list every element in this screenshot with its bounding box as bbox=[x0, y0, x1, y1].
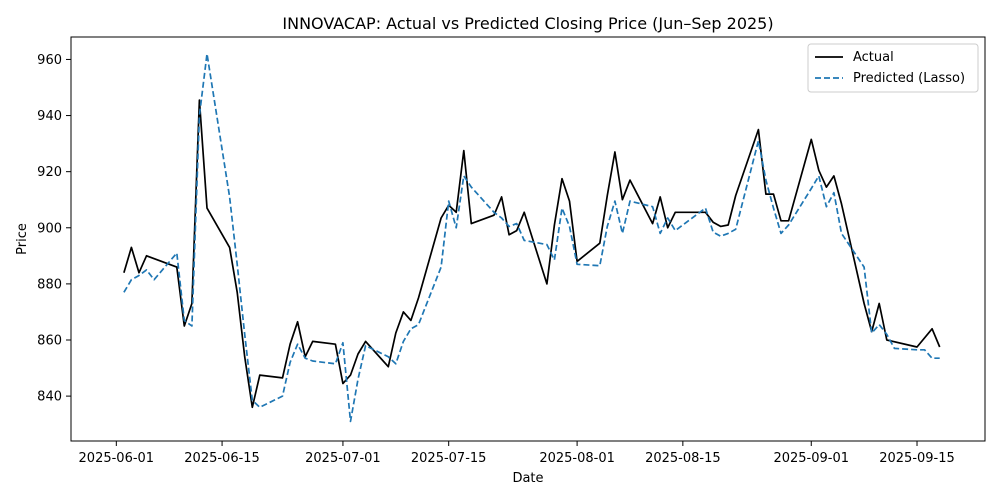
legend: Actual Predicted (Lasso) bbox=[807, 43, 979, 93]
x-tick-label: 2025-07-01 bbox=[305, 451, 381, 466]
y-tick-label: 960 bbox=[37, 53, 62, 68]
x-tick-label: 2025-09-01 bbox=[773, 451, 849, 466]
y-axis-label: Price bbox=[15, 223, 30, 255]
legend-label-actual: Actual bbox=[853, 50, 894, 65]
legend-box bbox=[807, 43, 979, 93]
y-tick-label: 840 bbox=[37, 390, 62, 405]
x-axis-label: Date bbox=[512, 471, 543, 486]
x-tick-label: 2025-06-01 bbox=[79, 451, 155, 466]
y-tick-label: 920 bbox=[37, 165, 62, 180]
x-tick-label: 2025-08-15 bbox=[645, 451, 721, 466]
plot-area bbox=[123, 52, 941, 423]
x-tick-label: 2025-07-15 bbox=[411, 451, 487, 466]
y-axis: 840 860 880 900 920 940 960 bbox=[37, 53, 71, 405]
axes-frame bbox=[70, 36, 986, 442]
x-tick-label: 2025-09-15 bbox=[879, 451, 955, 466]
y-tick-label: 880 bbox=[37, 277, 62, 292]
x-tick-label: 2025-06-15 bbox=[184, 451, 260, 466]
series-line-predicted bbox=[123, 52, 940, 423]
x-axis: 2025-06-01 2025-06-15 2025-07-01 2025-07-15… bbox=[79, 441, 955, 466]
x-tick-label: 2025-08-01 bbox=[539, 451, 615, 466]
y-tick-label: 940 bbox=[37, 109, 62, 124]
legend-label-predicted: Predicted (Lasso) bbox=[853, 71, 965, 86]
series-line-actual bbox=[123, 99, 941, 409]
y-tick-label: 900 bbox=[37, 221, 62, 236]
y-tick-label: 860 bbox=[37, 334, 62, 349]
chart-title: INNOVACAP: Actual vs Predicted Closing P… bbox=[282, 14, 773, 33]
